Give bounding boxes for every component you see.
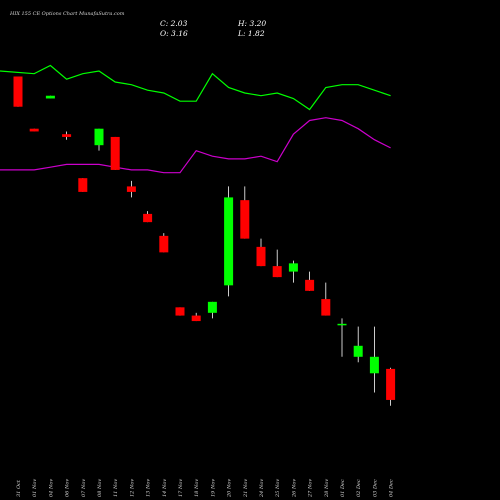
candle-04-dec <box>386 367 396 406</box>
candle-body <box>321 299 331 316</box>
candle-06-nov <box>62 131 72 140</box>
x-tick-label: 17 Nov <box>178 479 184 497</box>
candle-14-nov <box>159 233 169 253</box>
x-tick-label: 25 Nov <box>275 479 281 498</box>
candle-body <box>337 323 347 326</box>
candle-body <box>288 263 298 272</box>
candle-body <box>175 307 185 316</box>
candle-body <box>29 128 39 132</box>
ohlc-low: L: 1.82 <box>237 29 265 38</box>
chart-title: HIX 155 CE Options Chart MunafaSutra.com <box>9 11 125 17</box>
x-tick-label: 07 Nov <box>81 479 87 497</box>
x-tick-label: 06 Nov <box>65 479 71 497</box>
x-axis-ticks: 31 Oct 01 Nov 04 Nov 06 Nov 07 Nov 08 Nov 11 N… <box>16 479 395 498</box>
x-tick-label: 19 Nov <box>210 479 216 497</box>
x-tick-label: 04 Nov <box>48 479 54 497</box>
candle-01-dec <box>337 318 347 357</box>
x-tick-label: 18 Nov <box>194 479 200 497</box>
candle-body <box>272 266 282 278</box>
x-tick-label: 21 Nov <box>243 479 249 498</box>
candle-11-nov <box>110 136 120 170</box>
ohlc-open: O: 3.16 <box>160 29 188 38</box>
candle-24-nov <box>256 238 266 267</box>
x-tick-label: 20 Nov <box>227 479 233 498</box>
candle-27-nov <box>305 271 315 291</box>
candle-13-nov <box>143 211 153 223</box>
candle-body <box>386 368 396 400</box>
candle-body <box>110 136 120 170</box>
x-tick-label: 13 Nov <box>146 479 152 497</box>
candle-28-nov <box>321 282 331 316</box>
candle-07-nov <box>78 178 88 192</box>
x-tick-label: 14 Nov <box>162 479 168 497</box>
candle-18-nov <box>191 312 201 322</box>
x-tick-label: 01 Dec <box>340 479 346 497</box>
x-tick-label: 04 Dec <box>389 479 395 497</box>
candle-body <box>13 76 23 107</box>
candle-body <box>191 315 201 322</box>
x-tick-label: 01 Nov <box>32 479 38 497</box>
candle-body <box>369 356 379 374</box>
candle-body <box>94 128 104 146</box>
x-tick-label: 02 Dec <box>356 479 362 497</box>
candle-body <box>143 213 153 223</box>
x-tick-label: 12 Nov <box>129 479 135 497</box>
x-tick-label: 31 Oct <box>16 479 22 497</box>
candle-body <box>224 197 234 286</box>
candle-12-nov <box>126 180 136 198</box>
x-tick-label: 03 Dec <box>372 479 378 497</box>
candle-26-nov <box>288 260 298 283</box>
candle-body <box>207 301 217 313</box>
candle-body <box>45 95 55 99</box>
x-tick-label: 27 Nov <box>308 479 314 498</box>
ohlc-high: H: 3.20 <box>237 19 266 28</box>
candle-04-nov <box>45 95 55 99</box>
x-tick-label: 26 Nov <box>291 479 297 498</box>
ohlc-close: C: 2.03 <box>160 19 188 28</box>
candle-20-nov <box>224 186 234 297</box>
candle-21-nov <box>240 186 250 239</box>
candle-01-nov <box>29 128 39 132</box>
candle-02-dec <box>353 326 363 363</box>
candle-body <box>126 186 136 192</box>
x-tick-label: 11 Nov <box>113 479 119 497</box>
candle-body <box>305 279 315 291</box>
x-tick-label: 24 Nov <box>259 479 265 498</box>
candle-body <box>159 235 169 253</box>
candle-03-dec <box>369 326 379 393</box>
candle-body <box>256 246 266 267</box>
candle-08-nov <box>94 128 104 151</box>
candle-19-nov <box>207 301 217 319</box>
candle-body <box>62 134 72 137</box>
indicator-line-magenta <box>0 117 391 174</box>
candle-body <box>240 200 250 239</box>
candle-31-oct <box>13 76 23 107</box>
x-tick-label: 08 Nov <box>97 479 103 497</box>
candle-25-nov <box>272 249 282 278</box>
candle-17-nov <box>175 307 185 316</box>
candles <box>13 76 396 406</box>
candle-body <box>353 345 363 357</box>
x-tick-label: 28 Nov <box>324 479 330 498</box>
indicator-line-green <box>0 64 391 111</box>
indicator-lines <box>0 64 391 174</box>
candle-body <box>78 178 88 192</box>
